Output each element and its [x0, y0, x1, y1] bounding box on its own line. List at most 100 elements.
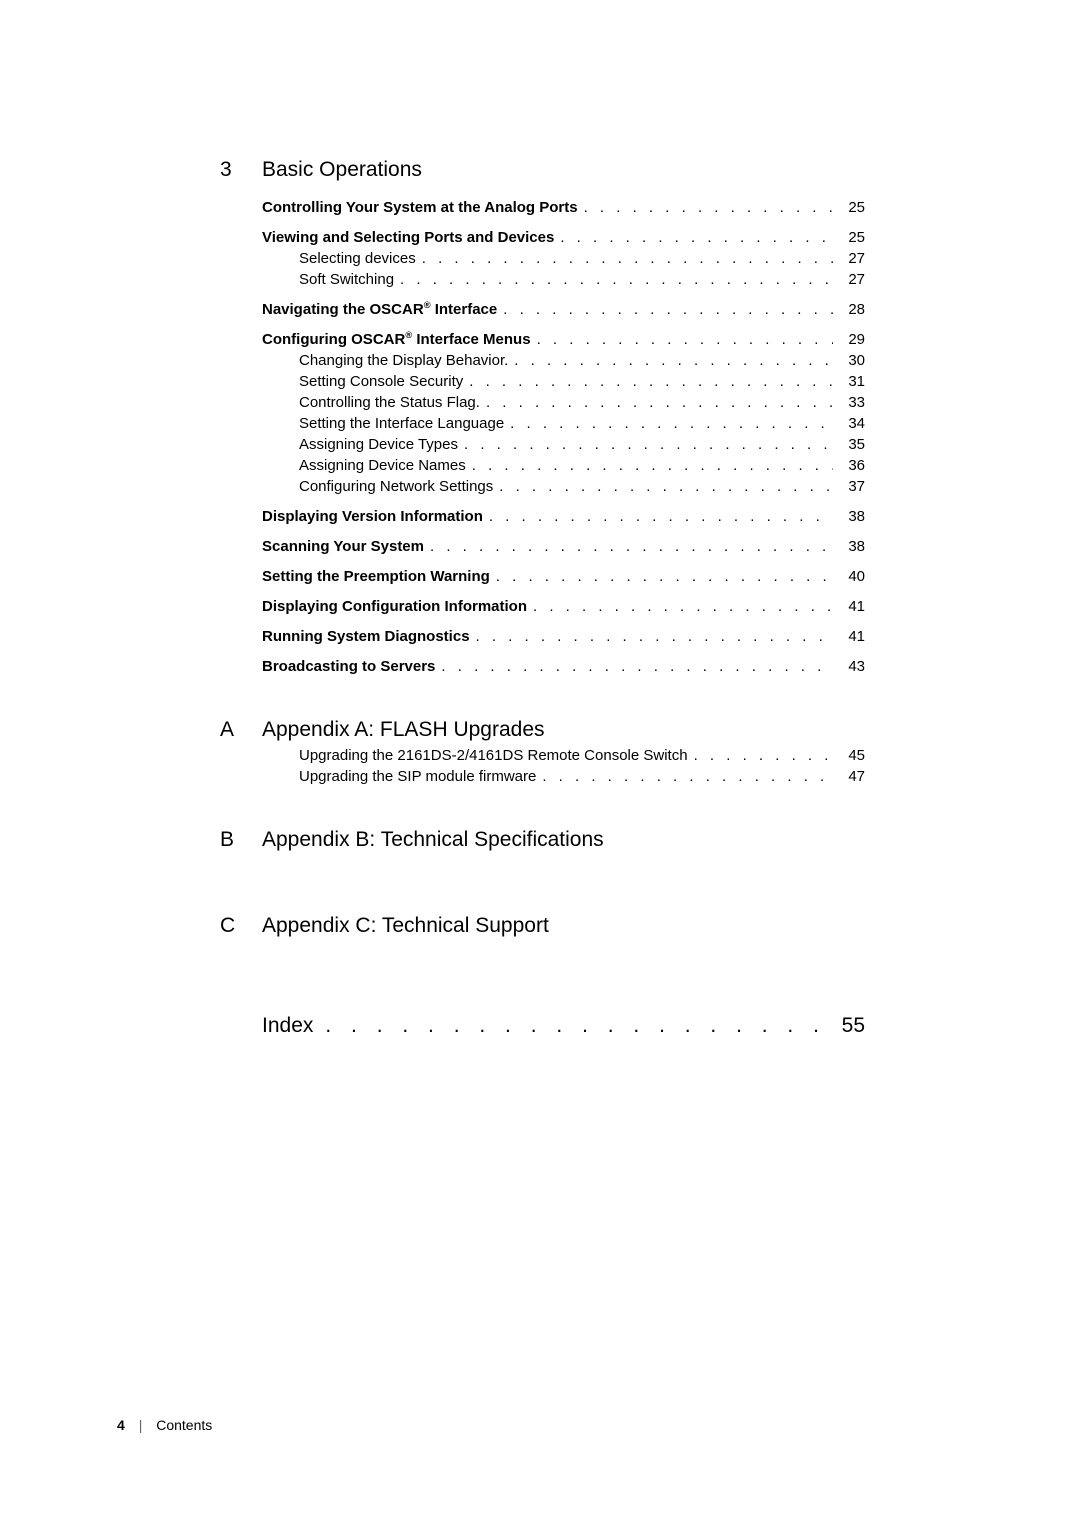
toc-leader: . . . . . . . . . . . . . . . . . . . . …: [556, 230, 833, 245]
toc-page: 43: [833, 659, 865, 674]
toc-label: Configuring Network Settings: [299, 479, 495, 494]
toc-leader: . . . . . . . . . . . . . . . . . . . . …: [482, 395, 833, 410]
toc-line: Setting Console Security . . . . . . . .…: [299, 374, 865, 389]
toc-line: Scanning Your System . . . . . . . . . .…: [262, 539, 865, 554]
toc-page: 37: [833, 479, 865, 494]
toc-leader: . . . . . . . . . . . . . . . . . . . . …: [485, 509, 833, 524]
toc-page: 33: [833, 395, 865, 410]
toc-label: Setting Console Security: [299, 374, 465, 389]
toc-label: Viewing and Selecting Ports and Devices: [262, 230, 556, 245]
toc-label: Setting the Interface Language: [299, 416, 506, 431]
toc-line: Upgrading the SIP module firmware . . . …: [299, 769, 865, 784]
toc-label: Changing the Display Behavior.: [299, 353, 510, 368]
appendix-c-header: C Appendix C: Technical Support: [220, 914, 865, 938]
toc-leader: . . . . . . . . . . . . . . . . . . . . …: [437, 659, 833, 674]
toc-label: Controlling Your System at the Analog Po…: [262, 200, 580, 215]
toc-page: 47: [833, 769, 865, 784]
chapter-3-num: 3: [220, 158, 262, 182]
toc-leader: . . . . . . . . . . . . . . . . . . . . …: [468, 458, 833, 473]
toc-page: 34: [833, 416, 865, 431]
footer-section: Contents: [156, 1417, 212, 1433]
toc-leader: . . . . . . . . . . . . . . . . . . . . …: [426, 539, 833, 554]
toc-page: 41: [833, 629, 865, 644]
index-leader: . . . . . . . . . . . . . . . . . . . . …: [321, 1014, 835, 1038]
toc-leader: . . . . . . . . . . . . . . . . . . . . …: [580, 200, 833, 215]
toc-label: Assigning Device Types: [299, 437, 460, 452]
index-page: 55: [836, 1014, 865, 1038]
appendix-c-title: Appendix C: Technical Support: [262, 914, 549, 938]
toc-leader: . . . . . . . . . . . . . . . . . . . . …: [499, 302, 833, 317]
toc-page: 30: [833, 353, 865, 368]
toc-page: 36: [833, 458, 865, 473]
toc-leader: . . . . . . . . . . . . . . . . . . . . …: [538, 769, 833, 784]
toc-leader: . . . . . . . . . . . . . . . . . . . . …: [465, 374, 833, 389]
footer-separator: |: [129, 1417, 153, 1433]
toc-leader: . . . . . . . . . . . . . . . . . . . . …: [492, 569, 833, 584]
page-container: 3 Basic Operations Controlling Your Syst…: [0, 0, 1080, 1528]
toc-line: Broadcasting to Servers . . . . . . . . …: [262, 659, 865, 674]
index-row: Index . . . . . . . . . . . . . . . . . …: [220, 1014, 865, 1038]
toc-leader: . . . . . . . . . . . . . . . . . . . . …: [418, 251, 833, 266]
toc-label: Displaying Configuration Information: [262, 599, 529, 614]
toc-label: Displaying Version Information: [262, 509, 485, 524]
appendix-b-num: B: [220, 828, 262, 852]
toc-page: 27: [833, 251, 865, 266]
toc-leader: . . . . . . . . . . . . . . . . . . . . …: [396, 272, 833, 287]
toc-label: Assigning Device Names: [299, 458, 468, 473]
toc-label: Navigating the OSCAR® Interface: [262, 302, 499, 317]
chapter-3-toc: Controlling Your System at the Analog Po…: [220, 200, 865, 674]
appendix-a-toc: Upgrading the 2161DS-2/4161DS Remote Con…: [220, 748, 865, 784]
toc-line: Upgrading the 2161DS-2/4161DS Remote Con…: [299, 748, 865, 763]
toc-line: Configuring OSCAR® Interface Menus . . .…: [262, 332, 865, 347]
toc-page: 28: [833, 302, 865, 317]
appendix-b-header: B Appendix B: Technical Specifications: [220, 828, 865, 852]
toc-label: Selecting devices: [299, 251, 418, 266]
toc-line: Navigating the OSCAR® Interface . . . . …: [262, 302, 865, 317]
toc-leader: . . . . . . . . . . . . . . . . . . . . …: [529, 599, 833, 614]
appendix-a-title: Appendix A: FLASH Upgrades: [262, 718, 545, 742]
toc-page: 38: [833, 509, 865, 524]
toc-leader: . . . . . . . . . . . . . . . . . . . . …: [510, 353, 833, 368]
toc-page: 31: [833, 374, 865, 389]
toc-label: Scanning Your System: [262, 539, 426, 554]
toc-label: Upgrading the SIP module firmware: [299, 769, 538, 784]
toc-line: Viewing and Selecting Ports and Devices …: [262, 230, 865, 245]
toc-page: 27: [833, 272, 865, 287]
index-label: Index: [262, 1014, 321, 1038]
chapter-3-title: Basic Operations: [262, 158, 422, 182]
toc-line: Selecting devices . . . . . . . . . . . …: [299, 251, 865, 266]
toc-line: Controlling Your System at the Analog Po…: [262, 200, 865, 215]
toc-label: Upgrading the 2161DS-2/4161DS Remote Con…: [299, 748, 690, 763]
toc-page: 41: [833, 599, 865, 614]
toc-leader: . . . . . . . . . . . . . . . . . . . . …: [472, 629, 833, 644]
appendix-c-num: C: [220, 914, 262, 938]
toc-line: Running System Diagnostics . . . . . . .…: [262, 629, 865, 644]
page-footer: 4 | Contents: [117, 1417, 212, 1433]
toc-line: Displaying Version Information . . . . .…: [262, 509, 865, 524]
toc-leader: . . . . . . . . . . . . . . . . . . . . …: [533, 332, 833, 347]
toc-line: Displaying Configuration Information . .…: [262, 599, 865, 614]
appendix-a-num: A: [220, 718, 262, 742]
toc-line: Assigning Device Types . . . . . . . . .…: [299, 437, 865, 452]
toc-line: Setting the Preemption Warning . . . . .…: [262, 569, 865, 584]
toc-leader: . . . . . . . . . . . . . . . . . . . . …: [495, 479, 833, 494]
toc-page: 25: [833, 230, 865, 245]
chapter-3-header: 3 Basic Operations: [220, 158, 865, 182]
toc-label: Soft Switching: [299, 272, 396, 287]
toc-label: Controlling the Status Flag.: [299, 395, 482, 410]
toc-line: Assigning Device Names . . . . . . . . .…: [299, 458, 865, 473]
toc-label: Running System Diagnostics: [262, 629, 472, 644]
toc-page: 40: [833, 569, 865, 584]
toc-line: Soft Switching . . . . . . . . . . . . .…: [299, 272, 865, 287]
toc-label: Broadcasting to Servers: [262, 659, 437, 674]
toc-line: Setting the Interface Language . . . . .…: [299, 416, 865, 431]
toc-page: 35: [833, 437, 865, 452]
toc-label: Configuring OSCAR® Interface Menus: [262, 332, 533, 347]
toc-line: Configuring Network Settings . . . . . .…: [299, 479, 865, 494]
toc-label: Setting the Preemption Warning: [262, 569, 492, 584]
toc-page: 25: [833, 200, 865, 215]
toc-leader: . . . . . . . . . . . . . . . . . . . . …: [690, 748, 833, 763]
toc-page: 45: [833, 748, 865, 763]
toc-line: Changing the Display Behavior. . . . . .…: [299, 353, 865, 368]
appendix-a-header: A Appendix A: FLASH Upgrades: [220, 718, 865, 742]
